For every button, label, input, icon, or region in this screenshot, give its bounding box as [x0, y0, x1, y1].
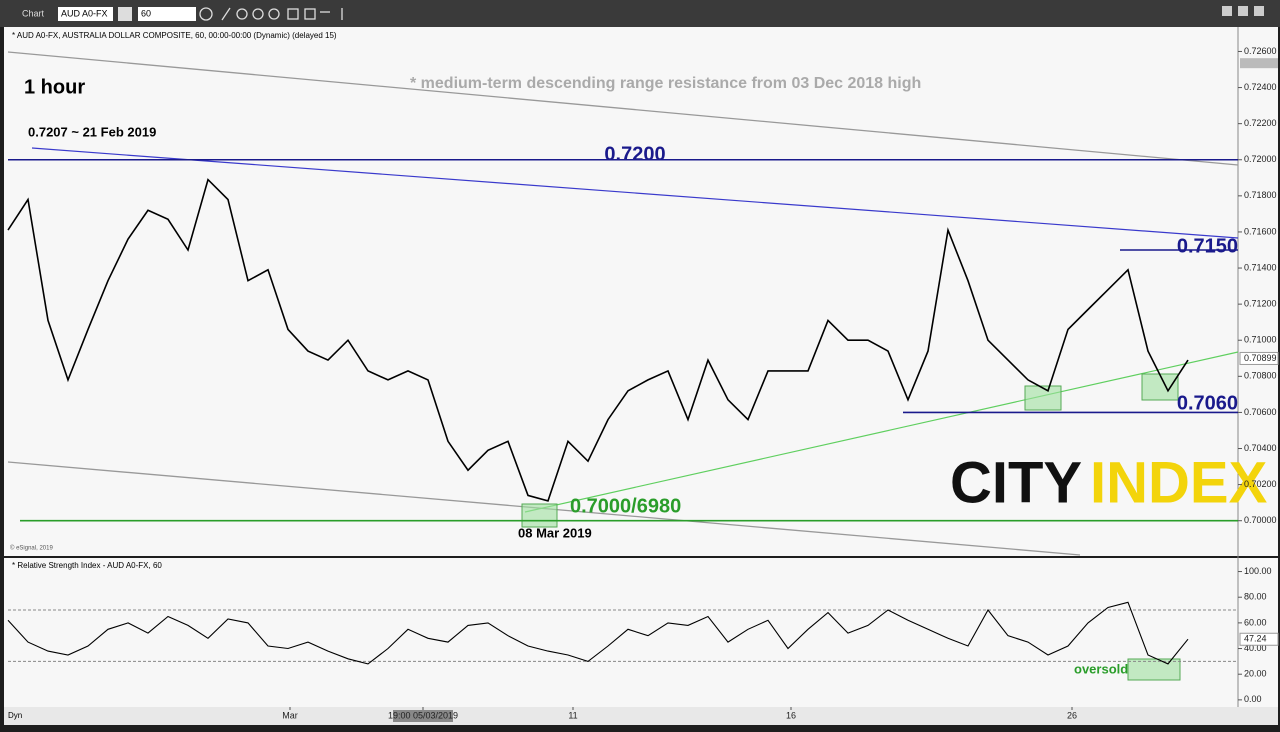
y-tick-label: 20.00 [1244, 669, 1267, 679]
interval-box[interactable] [138, 7, 196, 21]
highlight-boxes [521, 373, 1181, 681]
y-tick-label: 0.71600 [1244, 226, 1277, 236]
y-tick-label: 0.71800 [1244, 190, 1277, 200]
y-tick-label: 0.72200 [1244, 118, 1277, 128]
level-label: 0.7200 [604, 143, 665, 165]
symbol[interactable]: AUD A0-FX [61, 8, 108, 18]
y-tick-label: 0.70800 [1244, 371, 1277, 381]
y-tick-label: 0.70000 [1244, 515, 1277, 525]
y-tick-label: 0.72000 [1244, 154, 1277, 164]
toolbar-title: Chart [22, 8, 45, 18]
price-line [7, 601, 1189, 665]
logo: INDEX [1090, 450, 1268, 515]
price-panel [4, 27, 1278, 556]
y-tick-label: 100.00 [1244, 566, 1272, 576]
x-tick-label: Mar [282, 710, 298, 720]
y-tick-label: 60.00 [1244, 617, 1267, 627]
y-tick-label: 80.00 [1244, 592, 1267, 602]
level-label: 0.7000/6980 [570, 495, 681, 517]
rsi-panel [4, 558, 1278, 707]
last-value-box [1239, 632, 1279, 646]
level-label: 0.7060 [1177, 392, 1238, 414]
window-buttons[interactable] [1222, 6, 1264, 16]
symbol-box[interactable] [58, 7, 113, 21]
trend-line [7, 51, 1239, 166]
logo: CITY [950, 450, 1082, 515]
trend-line [524, 351, 1239, 513]
y-tick-label: 0.70400 [1244, 443, 1277, 453]
price-marker [1240, 58, 1278, 69]
price-title: * AUD A0-FX, AUSTRALIA DOLLAR COMPOSITE,… [12, 31, 337, 40]
annotation: oversold [1074, 661, 1128, 676]
mode: Dyn [8, 711, 22, 720]
y-tick-label: 0.72400 [1244, 82, 1277, 92]
last-price-label: 0.70899 [1244, 353, 1277, 363]
toolbar-icons[interactable] [199, 7, 343, 21]
copyright: © eSignal, 2019 [10, 545, 53, 552]
price-line [7, 178, 1189, 502]
annotation: * medium-term descending range resistanc… [410, 75, 921, 92]
x-tick-label: 11 [568, 710, 577, 720]
y-tick-label: 0.70200 [1244, 479, 1277, 489]
crosshair-label-bg [393, 710, 453, 722]
button[interactable] [118, 7, 132, 21]
y-tick-label: 0.70600 [1244, 407, 1277, 417]
x-axis-bar [4, 707, 1278, 725]
last-price-box [1239, 351, 1279, 365]
trend-line [31, 147, 1239, 239]
x-tick-label: 19:00 05/03/2019 [388, 710, 458, 720]
rsi-title: * Relative Strength Index - AUD A0-FX, 6… [12, 561, 162, 570]
y-tick-label: 0.71400 [1244, 262, 1277, 272]
annotation: 0.7207 ~ 21 Feb 2019 [28, 124, 156, 139]
y-tick-label: 0.00 [1244, 694, 1262, 704]
level-label: 0.7150 [1177, 235, 1238, 257]
y-tick-label: 0.71000 [1244, 335, 1277, 345]
toolbar [0, 0, 1280, 27]
timeframe: 1 hour [24, 76, 85, 98]
y-tick-label: 0.72600 [1244, 46, 1277, 56]
y-tick-label: 0.71200 [1244, 299, 1277, 309]
annotation: 08 Mar 2019 [518, 525, 592, 540]
x-tick-label: 26 [1067, 710, 1077, 720]
y-tick-label: 40.00 [1244, 643, 1267, 653]
last-value-label: 47.24 [1244, 634, 1267, 644]
interval[interactable]: 60 [141, 8, 151, 18]
x-tick-label: 16 [786, 710, 796, 720]
